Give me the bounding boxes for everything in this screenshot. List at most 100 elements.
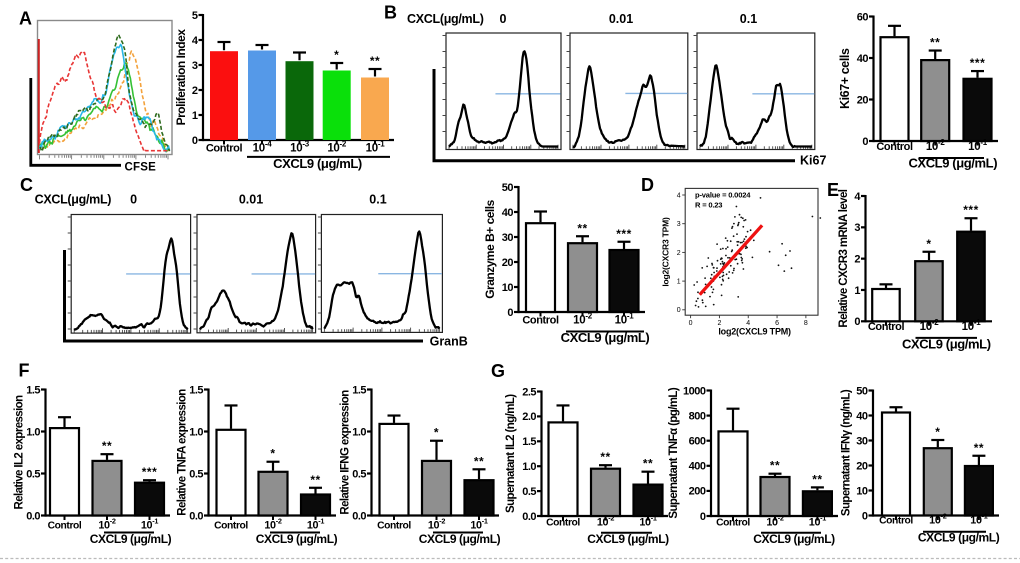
- svg-text:*: *: [270, 447, 275, 461]
- svg-text:***: ***: [970, 56, 986, 70]
- svg-text:**: **: [812, 472, 822, 486]
- svg-text:CXCL9 (μg/mL): CXCL9 (μg/mL): [908, 156, 997, 171]
- svg-text:6: 6: [775, 320, 779, 327]
- svg-text:0: 0: [192, 135, 198, 147]
- svg-text:0.5: 0.5: [189, 468, 203, 480]
- svg-text:CXCL(μg/mL): CXCL(μg/mL): [35, 193, 112, 207]
- svg-text:600: 600: [689, 436, 706, 448]
- svg-text:Ki67+ cells: Ki67+ cells: [838, 48, 852, 109]
- svg-text:Control: Control: [879, 516, 913, 527]
- svg-text:**: **: [643, 457, 653, 471]
- svg-text:0: 0: [862, 136, 868, 148]
- svg-text:800: 800: [689, 410, 706, 422]
- svg-text:Relative IFNG expression: Relative IFNG expression: [340, 390, 352, 515]
- svg-text:1.5: 1.5: [352, 384, 366, 396]
- svg-text:20: 20: [857, 94, 869, 106]
- svg-text:0.1: 0.1: [740, 12, 757, 26]
- svg-text:40: 40: [857, 53, 869, 65]
- svg-text:E: E: [827, 180, 839, 200]
- svg-text:40: 40: [856, 410, 868, 422]
- svg-text:Control: Control: [214, 520, 248, 531]
- svg-text:R = 0.23: R = 0.23: [695, 201, 722, 210]
- svg-text:CXCL9 (μg/mL): CXCL9 (μg/mL): [587, 532, 669, 546]
- svg-text:1: 1: [677, 279, 681, 286]
- svg-text:4: 4: [192, 35, 199, 47]
- svg-text:200: 200: [689, 486, 706, 498]
- svg-text:1000: 1000: [683, 385, 706, 397]
- svg-text:400: 400: [689, 461, 706, 473]
- svg-text:0: 0: [700, 511, 706, 523]
- svg-text:Control: Control: [876, 141, 913, 153]
- svg-text:**: **: [770, 459, 780, 473]
- svg-text:4: 4: [746, 320, 750, 327]
- svg-text:0.01: 0.01: [609, 12, 633, 26]
- svg-text:2: 2: [192, 85, 198, 97]
- svg-text:1: 1: [192, 110, 198, 122]
- svg-text:2: 2: [854, 253, 860, 265]
- svg-text:8: 8: [804, 320, 808, 327]
- svg-text:**: **: [474, 454, 484, 468]
- svg-text:0: 0: [500, 12, 507, 26]
- svg-text:Granzyme B+ cells: Granzyme B+ cells: [483, 199, 497, 298]
- svg-text:***: ***: [142, 465, 158, 479]
- svg-text:3: 3: [192, 60, 198, 72]
- svg-text:*: *: [926, 237, 931, 251]
- svg-text:CXCL9 (μg/mL): CXCL9 (μg/mL): [256, 532, 338, 546]
- svg-text:CXCL9 (μg/mL): CXCL9 (μg/mL): [273, 156, 362, 171]
- svg-text:1: 1: [854, 285, 860, 297]
- svg-text:50: 50: [502, 182, 514, 194]
- svg-text:0.1: 0.1: [369, 193, 386, 207]
- svg-text:30: 30: [856, 435, 868, 447]
- svg-text:B: B: [384, 3, 397, 23]
- svg-text:Relative IL2 expression: Relative IL2 expression: [14, 395, 26, 510]
- svg-text:1.5: 1.5: [522, 436, 536, 448]
- svg-text:CFSE: CFSE: [125, 162, 157, 174]
- svg-text:Control: Control: [48, 520, 82, 531]
- svg-text:***: ***: [616, 227, 632, 241]
- svg-text:Control: Control: [716, 517, 750, 528]
- svg-text:*: *: [434, 426, 439, 440]
- svg-text:30: 30: [502, 232, 514, 244]
- svg-text:log2(CXCR3 TPM): log2(CXCR3 TPM): [661, 217, 671, 287]
- svg-text:1.0: 1.0: [189, 426, 203, 438]
- svg-text:40: 40: [502, 207, 514, 219]
- svg-text:2.0: 2.0: [522, 411, 536, 423]
- svg-text:0: 0: [854, 316, 860, 328]
- svg-text:***: ***: [963, 203, 979, 217]
- svg-text:3: 3: [854, 222, 860, 234]
- svg-text:CXCL9 (μg/mL): CXCL9 (μg/mL): [902, 336, 991, 351]
- svg-text:**: **: [974, 441, 984, 455]
- svg-text:Control: Control: [546, 517, 580, 528]
- svg-text:G: G: [491, 361, 505, 381]
- svg-text:0.0: 0.0: [26, 510, 40, 522]
- svg-text:Relative TNFA expression: Relative TNFA expression: [177, 389, 189, 516]
- svg-text:2.5: 2.5: [522, 386, 536, 398]
- svg-text:0.5: 0.5: [522, 486, 536, 498]
- svg-text:**: **: [370, 54, 380, 68]
- svg-text:Supernatant IL2 (ng/mL): Supernatant IL2 (ng/mL): [505, 394, 517, 513]
- svg-text:0.01: 0.01: [239, 193, 263, 207]
- svg-text:*: *: [935, 425, 940, 439]
- svg-text:Proliferation Index: Proliferation Index: [174, 29, 188, 126]
- svg-text:p-value = 0.0024: p-value = 0.0024: [695, 191, 751, 200]
- svg-text:0: 0: [507, 307, 513, 319]
- svg-text:Ki67: Ki67: [800, 154, 826, 168]
- svg-text:1.0: 1.0: [522, 461, 536, 473]
- svg-text:0: 0: [862, 510, 868, 522]
- svg-text:CXCL9 (μg/mL): CXCL9 (μg/mL): [419, 532, 501, 546]
- svg-text:CXCL(μg/mL): CXCL(μg/mL): [407, 12, 484, 26]
- svg-text:C: C: [20, 175, 33, 195]
- svg-text:20: 20: [856, 460, 868, 472]
- svg-text:Control: Control: [868, 321, 905, 333]
- svg-text:Control: Control: [377, 520, 411, 531]
- svg-text:1.0: 1.0: [352, 426, 366, 438]
- svg-text:0: 0: [130, 193, 137, 207]
- svg-text:CXCL9 (μg/mL): CXCL9 (μg/mL): [561, 330, 650, 345]
- svg-text:10: 10: [856, 485, 868, 497]
- svg-text:**: **: [600, 450, 610, 464]
- svg-text:Control: Control: [206, 143, 243, 155]
- svg-text:**: **: [310, 473, 320, 487]
- svg-text:Supernatant TNFα (pg/mL): Supernatant TNFα (pg/mL): [668, 387, 680, 518]
- svg-text:*: *: [334, 48, 339, 62]
- svg-text:0.0: 0.0: [352, 510, 366, 522]
